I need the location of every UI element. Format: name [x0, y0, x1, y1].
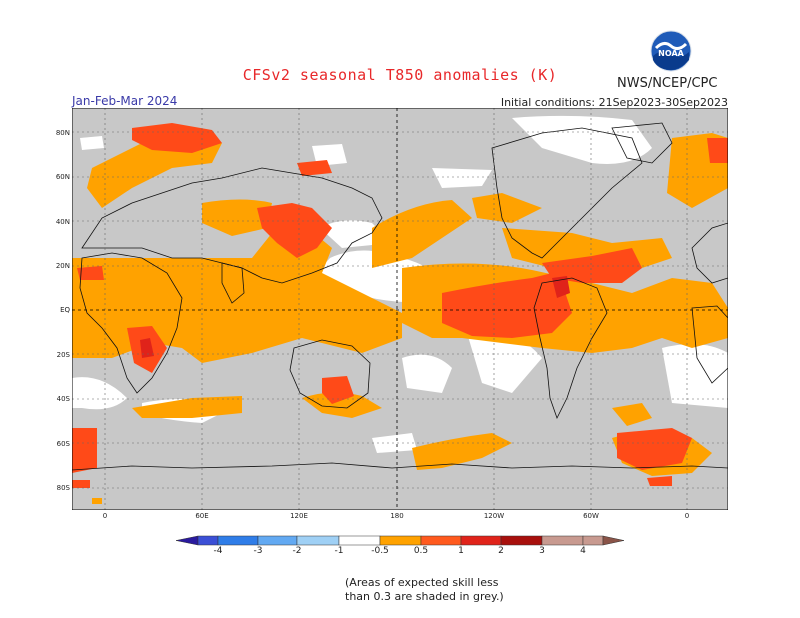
colorbar-segment	[582, 535, 604, 546]
colorbar-label: -1	[334, 546, 344, 556]
lat-label: 80S	[56, 484, 70, 492]
equator-dateline	[72, 108, 728, 510]
lat-label: EQ	[60, 306, 70, 314]
colorbar-segment	[379, 535, 422, 546]
colorbar-segment	[500, 535, 543, 546]
colorbar-label: -3	[253, 546, 263, 556]
lon-label: 0	[684, 512, 690, 520]
initial-conditions-label: Initial conditions: 21Sep2023-30Sep2023	[500, 96, 728, 109]
lat-label: 60S	[56, 440, 70, 448]
lon-label: 60W	[583, 512, 599, 520]
lon-label: 60E	[195, 512, 209, 520]
colorbar-label: 3	[539, 546, 545, 556]
colorbar-segment	[602, 535, 625, 546]
colorbar-segment	[175, 535, 199, 546]
colorbar-segment	[197, 535, 219, 546]
skill-note: (Areas of expected skill less than 0.3 a…	[345, 576, 504, 604]
colorbar-label: 4	[580, 546, 586, 556]
lat-label: 40N	[55, 218, 70, 226]
colorbar-label: -0.5	[371, 546, 389, 556]
colorbar-label: -2	[292, 546, 302, 556]
colorbar-label: 0.5	[413, 546, 429, 556]
lat-label: 40S	[56, 395, 70, 403]
anomaly-2-3-regions	[140, 276, 570, 358]
colorbar-label: 1	[458, 546, 464, 556]
lat-label: 60N	[55, 173, 70, 181]
noaa-logo: NOAA	[650, 30, 692, 76]
lon-label: 120W	[483, 512, 505, 520]
colorbar-segment	[338, 535, 381, 546]
colorbar-segment	[541, 535, 584, 546]
lat-label: 80N	[55, 129, 70, 137]
lon-label: 120E	[290, 512, 308, 520]
svg-text:NOAA: NOAA	[658, 49, 684, 58]
graticule	[72, 108, 728, 510]
colorbar-label: 2	[498, 546, 504, 556]
lon-label: 180	[390, 512, 404, 520]
colorbar-segment	[296, 535, 340, 546]
anomaly-map	[71, 107, 729, 514]
colorbar-label: -4	[213, 546, 223, 556]
lat-label: 20S	[56, 351, 70, 359]
agency-label: NWS/NCEP/CPC	[617, 76, 718, 91]
colorbar-segment	[460, 535, 502, 546]
colorbar-segment	[420, 535, 462, 546]
colorbar-segment	[257, 535, 298, 546]
colorbar-segment	[217, 535, 259, 546]
skill-note-line: than 0.3 are shaded in grey.)	[345, 590, 504, 603]
lon-label: 0	[102, 512, 108, 520]
season-label: Jan-Feb-Mar 2024	[72, 94, 178, 108]
lat-label: 20N	[55, 262, 70, 270]
map-title: CFSv2 seasonal T850 anomalies (K)	[242, 66, 558, 84]
skill-note-line: (Areas of expected skill less	[345, 576, 499, 589]
